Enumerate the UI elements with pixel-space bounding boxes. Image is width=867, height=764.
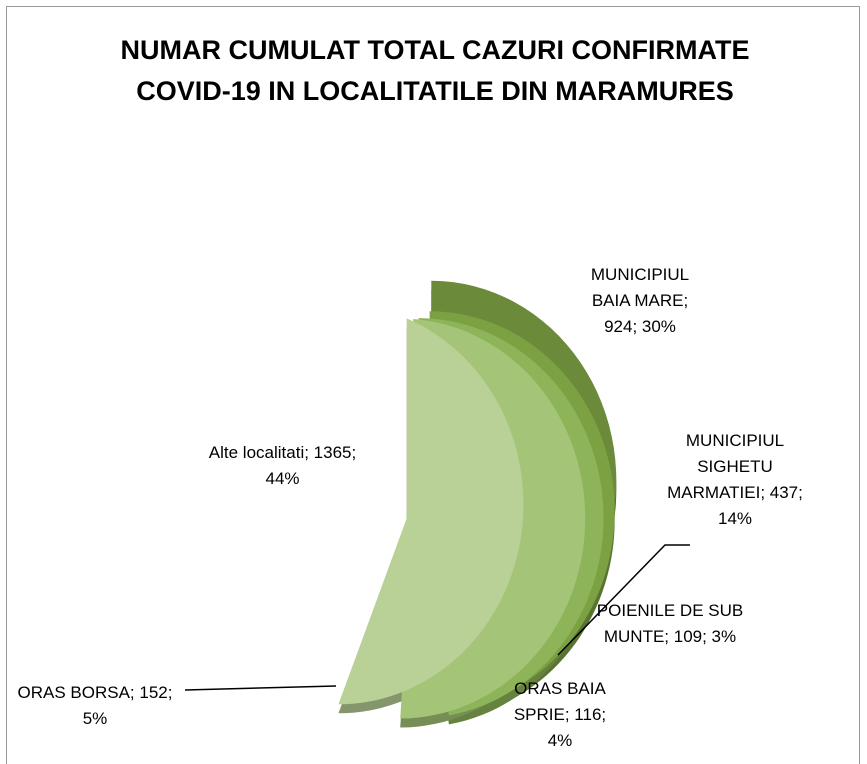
leader-line	[184, 685, 337, 691]
data-label: MUNICIPIUL BAIA MARE; 924; 30%	[590, 265, 690, 336]
data-label: ORAS BAIA SPRIE; 116; 4%	[513, 679, 607, 750]
chart-title: NUMAR CUMULAT TOTAL CAZURI CONFIRMATE CO…	[120, 35, 750, 106]
chart-border	[6, 6, 860, 764]
data-label: ORAS BORSA; 152; 5%	[17, 683, 173, 728]
slice	[338, 318, 524, 705]
leader-line	[557, 544, 690, 656]
data-label: MUNICIPIUL SIGHETU MARMATIEI; 437; 14%	[667, 431, 803, 528]
pie	[338, 280, 617, 728]
data-label: Alte localitati; 1365; 44%	[208, 443, 357, 488]
data-label: POIENILE DE SUB MUNTE; 109; 3%	[596, 601, 744, 646]
